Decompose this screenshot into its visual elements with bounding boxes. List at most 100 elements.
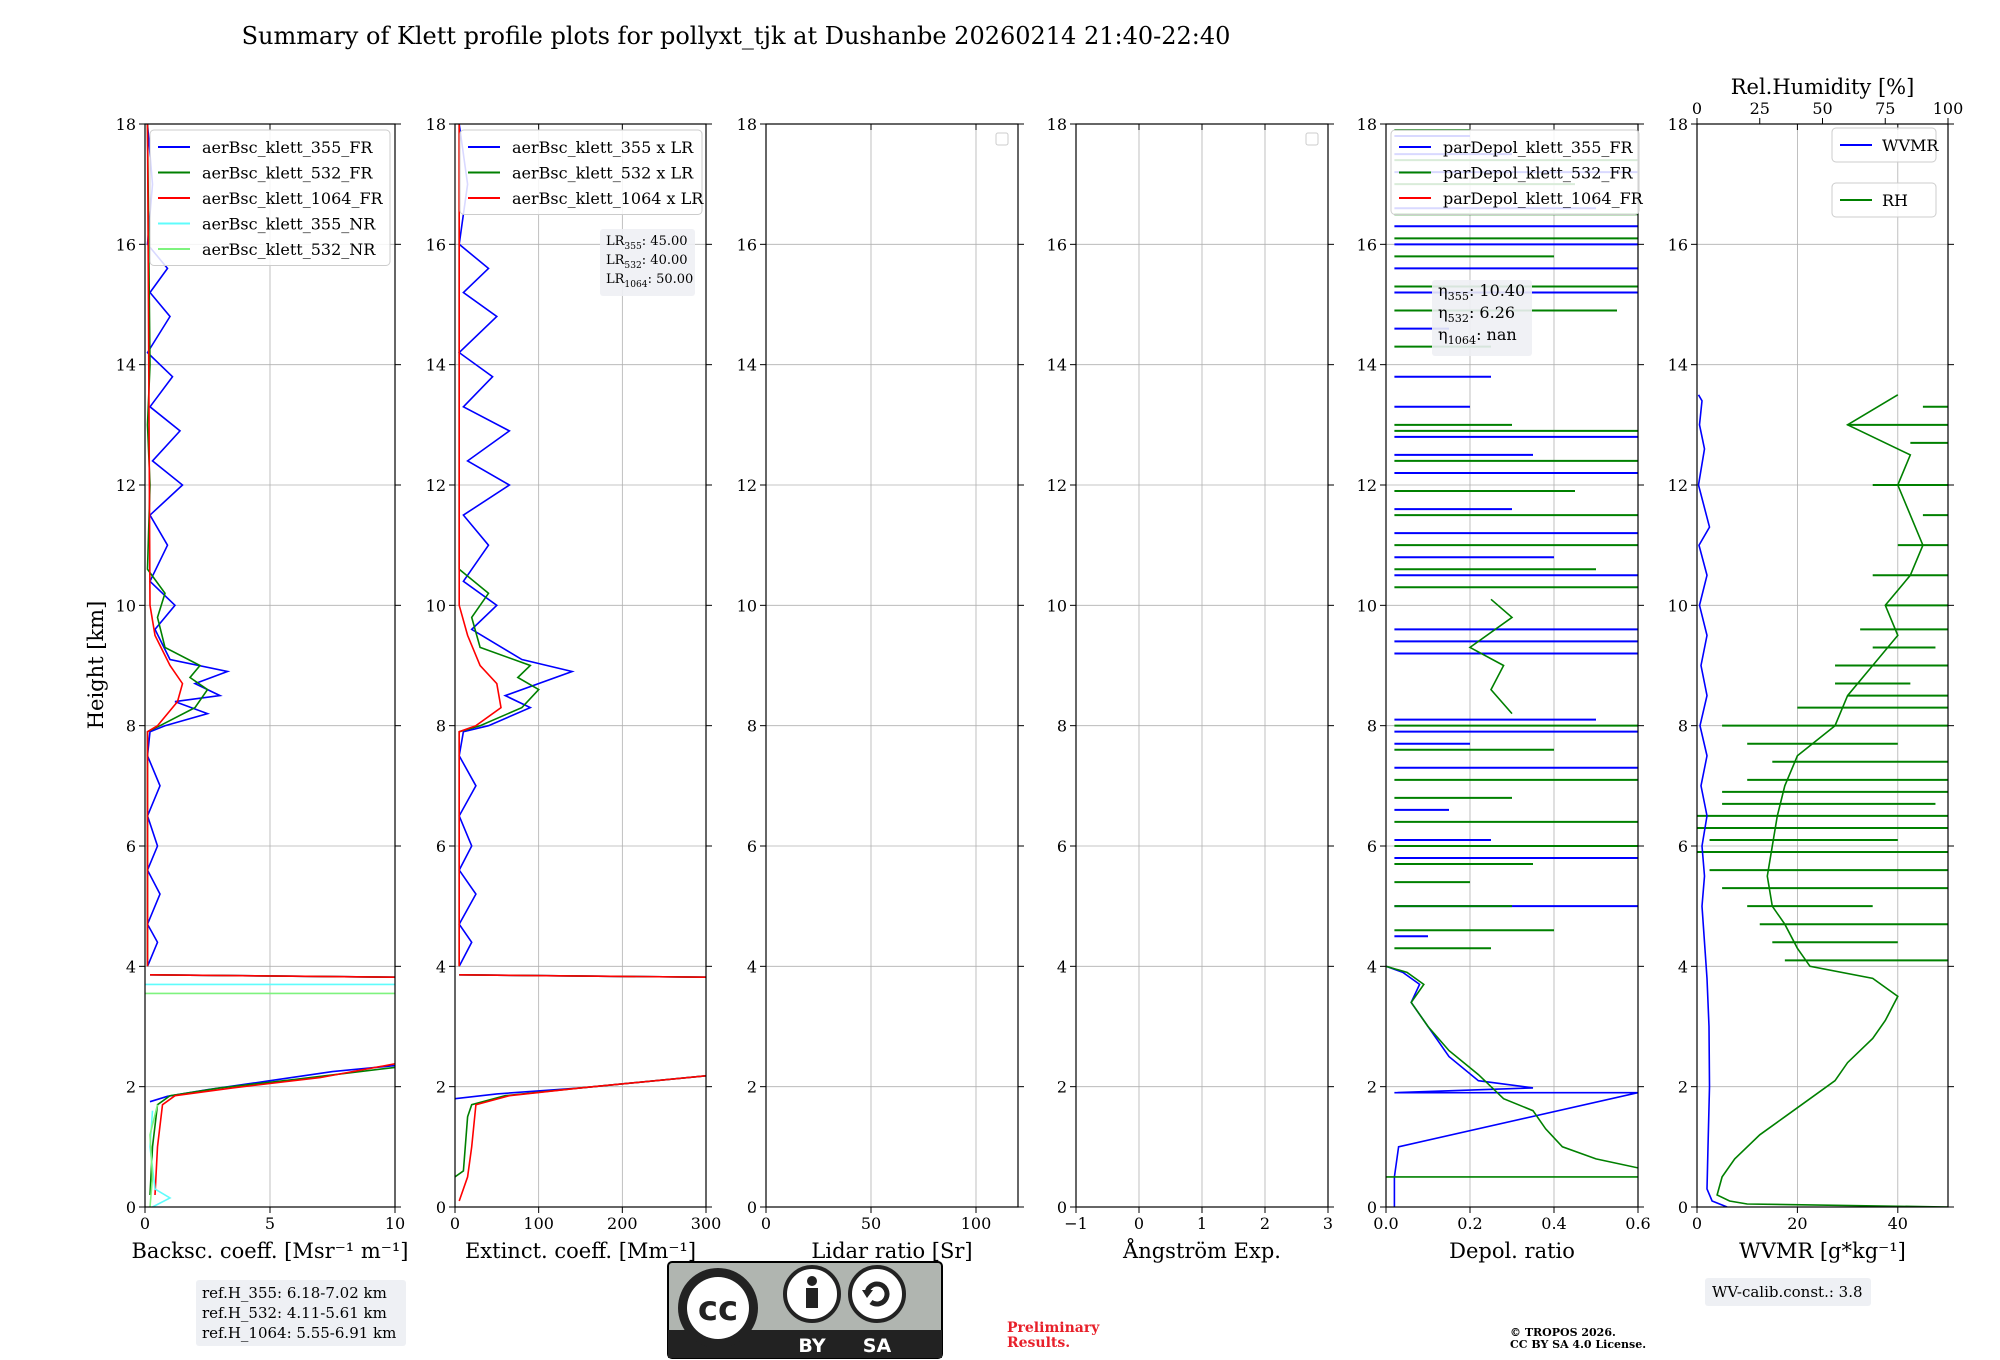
y-tick-label: 2 bbox=[1057, 1078, 1067, 1097]
y-tick-label: 8 bbox=[436, 717, 446, 736]
y-tick-label: 2 bbox=[1367, 1078, 1377, 1097]
x-tick-label: 0.0 bbox=[1373, 1214, 1398, 1233]
panel-depol: 0.0 0.2 0.4 0.6 0 2 4 6 8 10 12 14 16 18 Depol. ratio p… bbox=[1357, 115, 1651, 1263]
x-tick-label: 5 bbox=[265, 1214, 275, 1233]
series-aerBsc_klett_355_FR bbox=[146, 124, 395, 1103]
y-tick-label: 12 bbox=[737, 476, 757, 495]
x-tick-label: 2 bbox=[1260, 1214, 1270, 1233]
y-tick-label: 4 bbox=[436, 957, 446, 976]
y-tick-label: 0 bbox=[436, 1198, 446, 1217]
by-label: BY bbox=[798, 1335, 825, 1357]
y-tick-label: 4 bbox=[1367, 957, 1377, 976]
y-tick-label: 0 bbox=[1678, 1198, 1688, 1217]
y-tick-label: 14 bbox=[737, 356, 757, 375]
y-tick-label: 14 bbox=[1357, 356, 1377, 375]
x-tick-label: 200 bbox=[607, 1214, 638, 1233]
y-tick-label: 18 bbox=[1357, 115, 1377, 134]
y-tick-label: 0 bbox=[747, 1198, 757, 1217]
x-tick-label: 0 bbox=[1134, 1214, 1144, 1233]
x-tick-label: 10 bbox=[385, 1214, 405, 1233]
sa-label: SA bbox=[863, 1335, 892, 1357]
y-tick-label: 16 bbox=[1047, 235, 1067, 254]
series-aerBsc_klett_1064 x LR bbox=[458, 124, 706, 1202]
legend-label: aerBsc_klett_532_NR bbox=[202, 240, 376, 259]
plot-area-bsc bbox=[145, 124, 395, 1207]
sa-share-icon bbox=[848, 1265, 906, 1323]
legend-label: aerBsc_klett_1064 x LR bbox=[512, 189, 704, 208]
y-tick-label: 10 bbox=[1668, 596, 1688, 615]
plot-area-wv bbox=[1697, 394, 1948, 1207]
x-tick-label: 0.2 bbox=[1457, 1214, 1482, 1233]
figure-title: Summary of Klett profile plots for polly… bbox=[242, 22, 1231, 50]
y-tick-label: 8 bbox=[1367, 717, 1377, 736]
legend-label: aerBsc_klett_355 x LR bbox=[512, 138, 694, 157]
x-tick-label: 0.4 bbox=[1541, 1214, 1566, 1233]
x-tick-label: 0 bbox=[1692, 1214, 1702, 1233]
y-tick-label: 12 bbox=[1047, 476, 1067, 495]
eta-box bbox=[1432, 280, 1532, 356]
y-tick-label: 16 bbox=[426, 235, 446, 254]
x-tick-label: 0.6 bbox=[1625, 1214, 1650, 1233]
x-tick-label: 1 bbox=[1197, 1214, 1207, 1233]
x-tick-label: −1 bbox=[1064, 1214, 1088, 1233]
series-aerBsc_klett_532_NR bbox=[145, 992, 395, 1207]
y-tick-label: 8 bbox=[747, 717, 757, 736]
y-tick-label: 6 bbox=[1057, 837, 1067, 856]
reference-height-text: ref.H_1064: 5.55-6.91 km bbox=[202, 1324, 396, 1342]
legend-box bbox=[1831, 127, 1937, 163]
y-tick-label: 18 bbox=[1047, 115, 1067, 134]
x-axis-label: WVMR [g*kg⁻¹] bbox=[1739, 1239, 1906, 1263]
x-axis-label: Ångström Exp. bbox=[1122, 1238, 1281, 1263]
x-tick-label: 0 bbox=[140, 1214, 150, 1233]
y-tick-label: 10 bbox=[737, 596, 757, 615]
x-tick-label: 300 bbox=[691, 1214, 722, 1233]
legend-label: WVMR bbox=[1882, 136, 1939, 155]
x-tick-label: 3 bbox=[1323, 1214, 1333, 1233]
x-axis-label: Backsc. coeff. [Msr⁻¹ m⁻¹] bbox=[132, 1239, 409, 1263]
y-tick-label: 4 bbox=[1678, 957, 1688, 976]
y-tick-label: 6 bbox=[126, 837, 136, 856]
x-axis-label: Extinct. coeff. [Mm⁻¹] bbox=[465, 1239, 696, 1263]
cc-license-badge: cc BY SA bbox=[667, 1261, 943, 1359]
legend-label: parDepol_klett_1064_FR bbox=[1443, 189, 1644, 208]
y-tick-label: 0 bbox=[1367, 1198, 1377, 1217]
y-tick-label: 18 bbox=[1668, 115, 1688, 134]
y-tick-label: 4 bbox=[747, 957, 757, 976]
legend-box bbox=[1831, 182, 1937, 218]
axes-frame bbox=[454, 123, 707, 1208]
x-tick-label: 40 bbox=[1888, 1214, 1908, 1233]
panel-bsc: 0 5 10 0 2 4 6 8 10 12 14 16 18 Backsc. coeff. [Msr⁻¹… bbox=[84, 115, 408, 1346]
reference-height-text: ref.H_532: 4.11-5.61 km bbox=[202, 1304, 387, 1322]
x-tick-label: 100 bbox=[523, 1214, 554, 1233]
eta-text: η355: 10.40 bbox=[1438, 281, 1525, 303]
y-tick-label: 0 bbox=[1057, 1198, 1067, 1217]
y-tick-label: 6 bbox=[1678, 837, 1688, 856]
legend-label: parDepol_klett_355_FR bbox=[1443, 138, 1634, 157]
y-tick-label: 16 bbox=[1357, 235, 1377, 254]
y-tick-label: 10 bbox=[426, 596, 446, 615]
eta-text: η532: 6.26 bbox=[1438, 303, 1515, 325]
y-tick-label: 12 bbox=[1357, 476, 1377, 495]
legend-label: parDepol_klett_532_FR bbox=[1443, 164, 1634, 183]
legend-label: aerBsc_klett_532_FR bbox=[202, 164, 373, 183]
axes-frame bbox=[1385, 123, 1639, 1208]
y-tick-label: 18 bbox=[116, 115, 136, 134]
copyright-line-1: © TROPOS 2026. bbox=[1510, 1326, 1616, 1339]
legend-label: aerBsc_klett_532 x LR bbox=[512, 164, 694, 183]
y-tick-label: 10 bbox=[116, 596, 136, 615]
top-x-tick-label: 75 bbox=[1875, 99, 1895, 118]
top-x-tick-label: 100 bbox=[1933, 99, 1964, 118]
y-tick-label: 8 bbox=[1678, 717, 1688, 736]
copyright-line-2: CC BY SA 4.0 License. bbox=[1510, 1338, 1646, 1351]
empty-legend-box bbox=[995, 132, 1009, 146]
series-parDepol_klett_532_FR bbox=[1386, 598, 1638, 1178]
y-tick-label: 2 bbox=[126, 1078, 136, 1097]
y-tick-label: 14 bbox=[1047, 356, 1067, 375]
x-axis-label: Lidar ratio [Sr] bbox=[811, 1239, 972, 1263]
lidar-ratio-text: LR1064: 50.00 bbox=[606, 272, 693, 290]
y-tick-label: 14 bbox=[426, 356, 446, 375]
lidar-ratio-box bbox=[600, 229, 695, 296]
y-tick-label: 6 bbox=[747, 837, 757, 856]
wv-calib-box bbox=[1705, 1278, 1871, 1306]
legend-label: aerBsc_klett_1064_FR bbox=[202, 189, 384, 208]
